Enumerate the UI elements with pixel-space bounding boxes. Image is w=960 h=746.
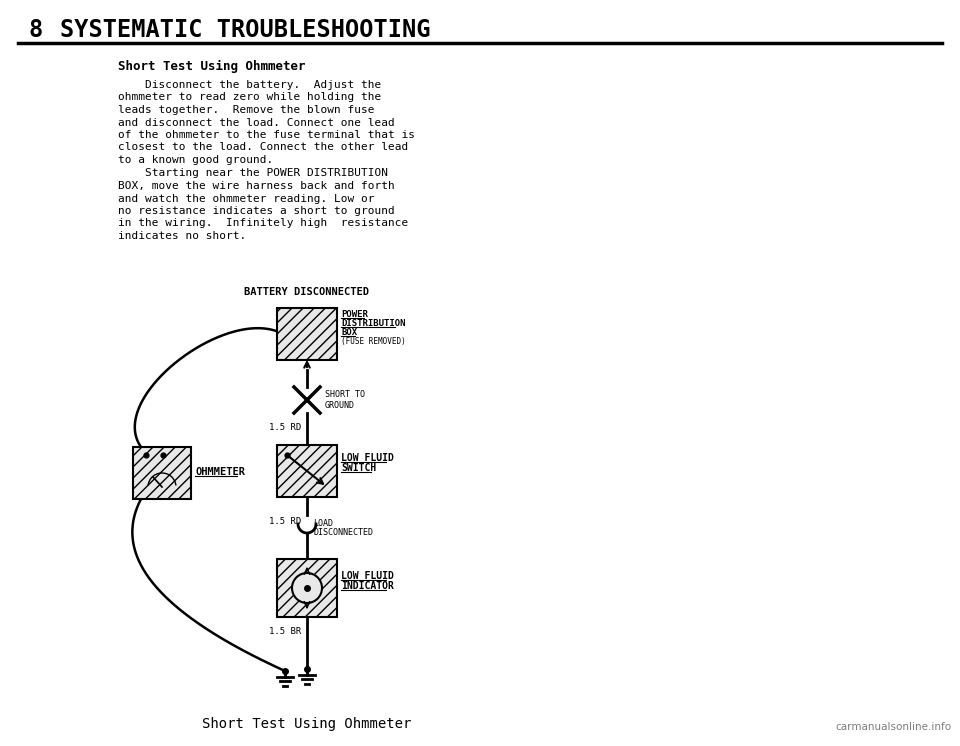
FancyBboxPatch shape xyxy=(133,447,191,499)
Text: closest to the load. Connect the other lead: closest to the load. Connect the other l… xyxy=(118,142,408,152)
Circle shape xyxy=(292,573,322,603)
Text: Starting near the POWER DISTRIBUTION: Starting near the POWER DISTRIBUTION xyxy=(118,169,388,178)
Text: POWER: POWER xyxy=(341,310,368,319)
Text: and watch the ohmmeter reading. Low or: and watch the ohmmeter reading. Low or xyxy=(118,193,374,204)
Text: Disconnect the battery.  Adjust the: Disconnect the battery. Adjust the xyxy=(118,80,381,90)
Text: carmanualsonline.info: carmanualsonline.info xyxy=(835,722,951,732)
Text: GROUND: GROUND xyxy=(325,401,355,410)
Text: leads together.  Remove the blown fuse: leads together. Remove the blown fuse xyxy=(118,105,374,115)
Text: to a known good ground.: to a known good ground. xyxy=(118,155,274,165)
Text: SHORT TO: SHORT TO xyxy=(325,390,365,399)
Text: and disconnect the load. Connect one lead: and disconnect the load. Connect one lea… xyxy=(118,118,395,128)
Text: BATTERY DISCONNECTED: BATTERY DISCONNECTED xyxy=(245,287,370,297)
Text: Short Test Using Ohmmeter: Short Test Using Ohmmeter xyxy=(203,717,412,731)
Text: DISCONNECTED: DISCONNECTED xyxy=(313,528,373,537)
Text: SWITCH: SWITCH xyxy=(341,463,376,473)
Text: BOX: BOX xyxy=(341,328,357,337)
Text: in the wiring.  Infinitely high  resistance: in the wiring. Infinitely high resistanc… xyxy=(118,219,408,228)
Text: 1.5 RD: 1.5 RD xyxy=(269,517,301,526)
FancyBboxPatch shape xyxy=(277,559,337,617)
Text: Short Test Using Ohmmeter: Short Test Using Ohmmeter xyxy=(118,60,305,73)
FancyBboxPatch shape xyxy=(277,308,337,360)
Text: no resistance indicates a short to ground: no resistance indicates a short to groun… xyxy=(118,206,395,216)
Text: LOW FLUID: LOW FLUID xyxy=(341,571,394,581)
Text: INDICATOR: INDICATOR xyxy=(341,581,394,591)
Text: 8: 8 xyxy=(28,18,42,42)
FancyBboxPatch shape xyxy=(277,445,337,497)
Text: of the ohmmeter to the fuse terminal that is: of the ohmmeter to the fuse terminal tha… xyxy=(118,130,415,140)
Text: ohmmeter to read zero while holding the: ohmmeter to read zero while holding the xyxy=(118,93,381,102)
Text: LOW FLUID: LOW FLUID xyxy=(341,453,394,463)
Text: LOAD: LOAD xyxy=(313,519,333,528)
Text: indicates no short.: indicates no short. xyxy=(118,231,247,241)
Text: BOX, move the wire harness back and forth: BOX, move the wire harness back and fort… xyxy=(118,181,395,191)
Text: 1.5 BR: 1.5 BR xyxy=(269,627,301,636)
Text: OHMMETER: OHMMETER xyxy=(195,467,245,477)
Text: SYSTEMATIC TROUBLESHOOTING: SYSTEMATIC TROUBLESHOOTING xyxy=(60,18,430,42)
Text: (FUSE REMOVED): (FUSE REMOVED) xyxy=(341,337,406,346)
Text: 1.5 RD: 1.5 RD xyxy=(269,423,301,432)
Text: DISTRIBUTION: DISTRIBUTION xyxy=(341,319,405,328)
